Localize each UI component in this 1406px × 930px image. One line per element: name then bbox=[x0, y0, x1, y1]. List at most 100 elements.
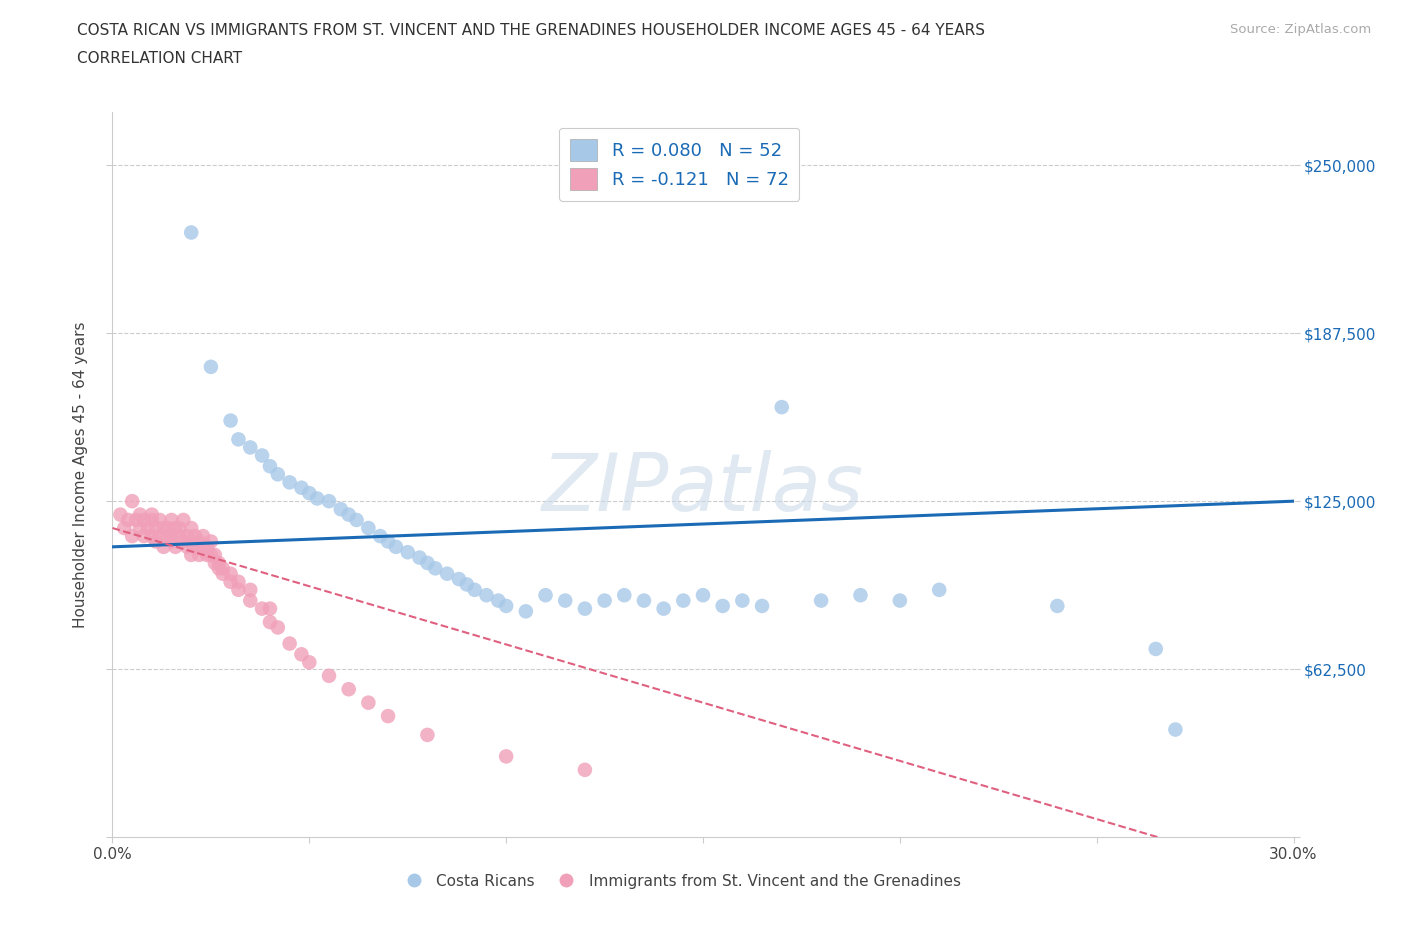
Point bbox=[121, 494, 143, 509]
Point bbox=[117, 512, 139, 527]
Point bbox=[278, 475, 301, 490]
Point bbox=[436, 566, 458, 581]
Point bbox=[204, 555, 226, 570]
Point bbox=[195, 539, 218, 554]
Point bbox=[368, 528, 391, 543]
Point bbox=[141, 528, 163, 543]
Point bbox=[228, 575, 250, 590]
Point bbox=[145, 521, 167, 536]
Point bbox=[495, 749, 517, 764]
Point bbox=[278, 636, 301, 651]
Point bbox=[486, 593, 509, 608]
Point bbox=[574, 763, 596, 777]
Point bbox=[672, 593, 695, 608]
Point bbox=[160, 528, 183, 543]
Point bbox=[184, 528, 207, 543]
Point bbox=[554, 593, 576, 608]
Point bbox=[239, 593, 262, 608]
Point bbox=[169, 521, 191, 536]
Legend: Costa Ricans, Immigrants from St. Vincent and the Grenadines: Costa Ricans, Immigrants from St. Vincen… bbox=[392, 868, 967, 895]
Point bbox=[692, 588, 714, 603]
Point bbox=[346, 512, 368, 527]
Point bbox=[180, 225, 202, 240]
Point bbox=[208, 561, 231, 576]
Point bbox=[136, 521, 159, 536]
Point bbox=[204, 548, 226, 563]
Point bbox=[928, 582, 950, 597]
Point bbox=[165, 539, 187, 554]
Point bbox=[633, 593, 655, 608]
Point bbox=[219, 413, 242, 428]
Point bbox=[731, 593, 754, 608]
Point bbox=[751, 599, 773, 614]
Point bbox=[447, 572, 470, 587]
Point bbox=[156, 521, 179, 536]
Point bbox=[112, 521, 135, 536]
Point bbox=[329, 502, 352, 517]
Point bbox=[385, 539, 408, 554]
Point bbox=[169, 528, 191, 543]
Point bbox=[357, 696, 380, 711]
Point bbox=[200, 548, 222, 563]
Point bbox=[141, 512, 163, 527]
Point bbox=[149, 528, 172, 543]
Point bbox=[228, 432, 250, 446]
Point bbox=[425, 561, 447, 576]
Point bbox=[416, 555, 439, 570]
Point bbox=[307, 491, 329, 506]
Point bbox=[152, 521, 174, 536]
Point bbox=[849, 588, 872, 603]
Point bbox=[184, 539, 207, 554]
Point bbox=[1144, 642, 1167, 657]
Point bbox=[652, 601, 675, 616]
Point bbox=[219, 566, 242, 581]
Point bbox=[810, 593, 832, 608]
Point bbox=[195, 548, 218, 563]
Point bbox=[132, 528, 155, 543]
Point bbox=[613, 588, 636, 603]
Point bbox=[200, 359, 222, 374]
Point bbox=[377, 534, 399, 549]
Point bbox=[129, 507, 152, 522]
Point bbox=[125, 512, 148, 527]
Point bbox=[165, 521, 187, 536]
Point bbox=[250, 448, 273, 463]
Point bbox=[141, 507, 163, 522]
Point bbox=[172, 534, 194, 549]
Point bbox=[290, 647, 312, 662]
Point bbox=[515, 604, 537, 618]
Text: COSTA RICAN VS IMMIGRANTS FROM ST. VINCENT AND THE GRENADINES HOUSEHOLDER INCOME: COSTA RICAN VS IMMIGRANTS FROM ST. VINCE… bbox=[77, 23, 986, 38]
Point bbox=[889, 593, 911, 608]
Point bbox=[188, 534, 211, 549]
Point bbox=[1046, 599, 1069, 614]
Point bbox=[456, 577, 478, 591]
Point bbox=[298, 485, 321, 500]
Point bbox=[377, 709, 399, 724]
Point bbox=[188, 548, 211, 563]
Point bbox=[180, 534, 202, 549]
Point bbox=[180, 548, 202, 563]
Point bbox=[200, 534, 222, 549]
Point bbox=[121, 528, 143, 543]
Point bbox=[259, 601, 281, 616]
Point bbox=[1164, 722, 1187, 737]
Point bbox=[534, 588, 557, 603]
Point bbox=[495, 599, 517, 614]
Point bbox=[574, 601, 596, 616]
Point bbox=[267, 620, 290, 635]
Point bbox=[318, 494, 340, 509]
Point bbox=[711, 599, 734, 614]
Point bbox=[337, 682, 360, 697]
Point bbox=[211, 561, 233, 576]
Point bbox=[160, 512, 183, 527]
Point bbox=[337, 507, 360, 522]
Point bbox=[176, 539, 198, 554]
Point bbox=[298, 655, 321, 670]
Point bbox=[180, 521, 202, 536]
Point bbox=[475, 588, 498, 603]
Point bbox=[416, 727, 439, 742]
Point bbox=[145, 534, 167, 549]
Point bbox=[250, 601, 273, 616]
Text: ZIPatlas: ZIPatlas bbox=[541, 450, 865, 528]
Point bbox=[290, 480, 312, 495]
